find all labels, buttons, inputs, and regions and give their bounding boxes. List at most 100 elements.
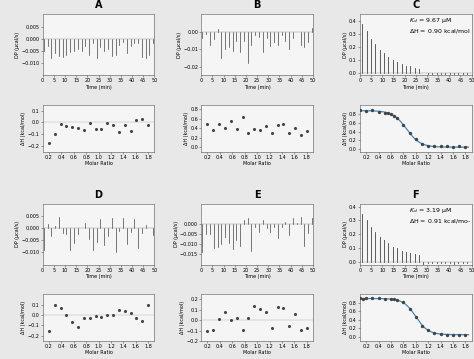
- Point: [285, 323, 293, 329]
- Point: [227, 317, 235, 323]
- X-axis label: Molar Ratio: Molar Ratio: [84, 350, 112, 355]
- Point: [45, 328, 53, 334]
- Point: [443, 332, 451, 338]
- Y-axis label: ΔH (kcal/mol): ΔH (kcal/mol): [343, 112, 347, 145]
- Point: [233, 126, 240, 132]
- Point: [456, 144, 463, 149]
- Point: [68, 124, 76, 130]
- Point: [393, 116, 401, 121]
- Point: [133, 117, 140, 123]
- Text: F: F: [412, 190, 419, 200]
- Point: [210, 327, 217, 333]
- Point: [262, 123, 270, 129]
- Text: B: B: [254, 0, 261, 10]
- Point: [268, 325, 275, 331]
- Point: [145, 122, 152, 128]
- Point: [109, 312, 117, 318]
- Text: D: D: [94, 190, 102, 200]
- Point: [233, 315, 240, 321]
- Point: [250, 126, 258, 132]
- Y-axis label: ΔH (kcal/mol): ΔH (kcal/mol): [21, 112, 26, 145]
- Point: [221, 125, 229, 130]
- X-axis label: Molar Ratio: Molar Ratio: [402, 350, 430, 355]
- Point: [412, 314, 419, 320]
- Point: [51, 303, 58, 308]
- Y-axis label: DP (µcal/s): DP (µcal/s): [343, 221, 347, 247]
- X-axis label: Time (min): Time (min): [85, 274, 112, 279]
- Point: [256, 306, 264, 311]
- Point: [239, 327, 246, 333]
- Point: [274, 122, 282, 128]
- Point: [268, 130, 275, 136]
- Point: [115, 307, 123, 313]
- Point: [375, 109, 383, 115]
- Y-axis label: DP (µcal/s): DP (µcal/s): [343, 32, 347, 58]
- Point: [303, 325, 310, 331]
- Point: [103, 120, 111, 126]
- Point: [418, 323, 426, 328]
- Point: [292, 311, 299, 317]
- Text: E: E: [254, 190, 260, 200]
- Y-axis label: ΔH (kcal/mol): ΔH (kcal/mol): [21, 301, 26, 334]
- Y-axis label: DP (µcal/s): DP (µcal/s): [15, 32, 20, 58]
- Point: [86, 120, 93, 126]
- Text: A: A: [95, 0, 102, 10]
- Point: [121, 308, 128, 314]
- Point: [400, 122, 407, 127]
- Point: [387, 111, 395, 117]
- Point: [424, 143, 432, 148]
- Point: [138, 116, 146, 122]
- Point: [92, 313, 100, 318]
- Point: [362, 108, 370, 114]
- Point: [390, 113, 398, 119]
- Y-axis label: DP (µcal/s): DP (µcal/s): [15, 221, 20, 247]
- X-axis label: Time (min): Time (min): [402, 274, 429, 279]
- Point: [245, 130, 252, 136]
- Point: [356, 295, 364, 301]
- Point: [80, 315, 88, 321]
- Point: [109, 122, 117, 128]
- Point: [456, 332, 463, 338]
- Point: [204, 328, 211, 334]
- Point: [121, 122, 128, 128]
- Y-axis label: DP (µcal/s): DP (µcal/s): [177, 32, 182, 58]
- Point: [74, 325, 82, 330]
- Point: [239, 114, 246, 120]
- Point: [92, 126, 100, 132]
- X-axis label: Time (min): Time (min): [244, 84, 271, 89]
- Point: [227, 118, 235, 124]
- Point: [449, 144, 457, 150]
- Y-axis label: ΔH (kcal/mol): ΔH (kcal/mol): [184, 112, 189, 145]
- Point: [98, 314, 105, 320]
- Point: [68, 319, 76, 325]
- Point: [356, 107, 364, 113]
- Point: [359, 296, 367, 302]
- Text: C: C: [412, 0, 419, 10]
- Point: [215, 316, 223, 321]
- Point: [303, 128, 310, 134]
- Point: [424, 327, 432, 333]
- X-axis label: Molar Ratio: Molar Ratio: [243, 161, 271, 166]
- Point: [297, 327, 305, 333]
- Point: [98, 126, 105, 132]
- Point: [127, 311, 135, 316]
- X-axis label: Time (min): Time (min): [85, 84, 112, 89]
- Point: [145, 302, 152, 308]
- Point: [115, 129, 123, 135]
- Point: [274, 304, 282, 310]
- Point: [462, 144, 469, 149]
- Y-axis label: DP (µcal/s): DP (µcal/s): [173, 221, 179, 247]
- Point: [138, 318, 146, 324]
- Point: [63, 123, 70, 129]
- X-axis label: Time (min): Time (min): [244, 274, 271, 279]
- Point: [256, 127, 264, 133]
- Point: [127, 128, 135, 134]
- Point: [250, 303, 258, 309]
- Point: [406, 306, 413, 312]
- Point: [297, 132, 305, 138]
- Text: $K_d$ = 9.67 μM
$\Delta$H = 0.90 kcal/mol: $K_d$ = 9.67 μM $\Delta$H = 0.90 kcal/mo…: [409, 16, 471, 36]
- Point: [443, 144, 451, 149]
- Point: [412, 136, 419, 142]
- Point: [280, 121, 287, 127]
- Point: [45, 141, 53, 146]
